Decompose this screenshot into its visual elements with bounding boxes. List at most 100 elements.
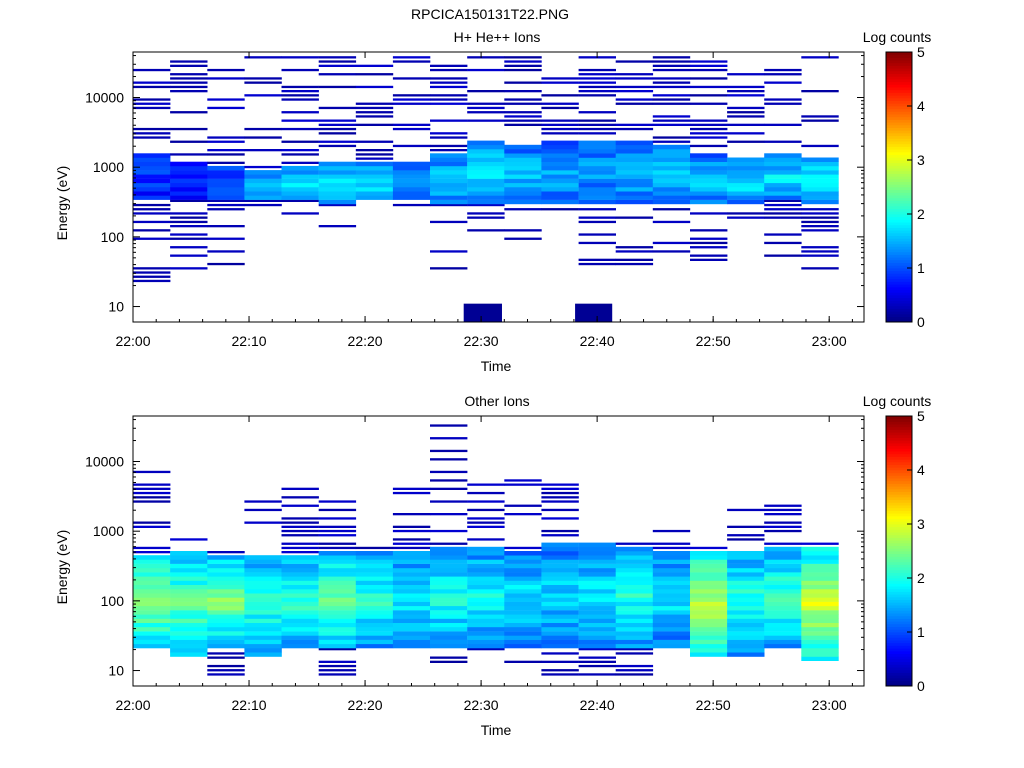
colorbar-segment <box>886 270 912 274</box>
heatmap-cell <box>318 195 357 200</box>
heatmap-cell <box>727 563 765 569</box>
heatmap-cell <box>467 517 505 520</box>
heatmap-cell <box>578 551 616 556</box>
colorbar-segment <box>886 214 912 218</box>
heatmap-cell <box>207 669 245 672</box>
colorbar-segment <box>886 184 912 188</box>
heatmap-cell <box>467 119 505 122</box>
heatmap-cell <box>392 491 431 495</box>
heatmap-cell <box>244 94 282 97</box>
heatmap-cell <box>355 546 394 550</box>
heatmap-cell <box>318 165 357 171</box>
heatmap-cell <box>133 610 171 615</box>
heatmap-cell <box>244 508 282 512</box>
heatmap-cell <box>244 521 282 524</box>
heatmap-cell <box>281 551 319 554</box>
heatmap-cell <box>318 610 357 615</box>
heatmap-cell <box>615 584 654 590</box>
colorbar-segment <box>886 443 912 447</box>
colorbar-segment <box>886 286 912 290</box>
x-tick-label: 23:00 <box>812 333 847 349</box>
heatmap-cell <box>615 669 654 672</box>
heatmap-cell <box>318 567 357 573</box>
heatmap-cell <box>467 483 505 486</box>
heatmap-cell <box>764 622 802 628</box>
heatmap-cell <box>430 191 468 196</box>
heatmap-cell <box>615 165 654 171</box>
heatmap-cell <box>652 559 691 564</box>
heatmap-cell <box>578 546 616 552</box>
heatmap-cell <box>207 140 245 143</box>
heatmap-cell <box>244 136 282 139</box>
plot-frame <box>132 415 865 687</box>
heatmap-cell <box>467 576 505 581</box>
heatmap-cell <box>652 144 691 150</box>
heatmap-cell <box>541 669 579 672</box>
heatmap-cell <box>467 102 505 105</box>
heatmap-cell <box>801 144 839 148</box>
heatmap-cell <box>170 140 208 143</box>
heatmap-cell <box>170 111 208 114</box>
heatmap-cell <box>504 483 542 486</box>
heatmap-cell <box>652 81 691 84</box>
heatmap-cell <box>690 551 728 556</box>
x-tick-label: 23:00 <box>812 697 847 713</box>
heatmap-cell <box>170 622 208 628</box>
heatmap-cell <box>281 555 319 560</box>
heatmap-cell <box>690 559 728 564</box>
heatmap-cell <box>467 144 505 150</box>
colorbar-segment <box>886 545 912 549</box>
heatmap-cell <box>355 191 394 196</box>
heatmap-cell <box>318 664 357 668</box>
heatmap-cell <box>727 94 765 97</box>
colorbar-segment <box>886 124 912 128</box>
heatmap-cell <box>801 639 839 645</box>
heatmap-cell <box>727 85 765 89</box>
heatmap-cell <box>541 165 579 171</box>
colorbar: 0 1 2 3 4 5 <box>885 44 925 330</box>
heatmap-cell <box>318 563 357 569</box>
heatmap-cell <box>541 81 579 84</box>
heatmap-cell <box>578 610 616 615</box>
heatmap-cell <box>392 580 431 585</box>
heatmap-cell <box>690 195 728 200</box>
heatmap-cell <box>244 648 282 653</box>
heatmap-cell <box>430 572 468 577</box>
colorbar-segment <box>886 205 912 209</box>
heatmap-cell <box>244 610 282 615</box>
heatmap-cell <box>578 643 616 649</box>
heatmap-cell <box>281 580 319 585</box>
heatmap-cell <box>764 618 802 623</box>
heatmap-cell <box>207 165 245 171</box>
y-axis-label: Energy (eV) <box>54 530 70 605</box>
colorbar-segment <box>886 176 912 180</box>
heatmap-cell <box>133 601 171 607</box>
heatmap-cell <box>281 546 319 550</box>
heatmap-cell <box>133 267 171 270</box>
x-tick-label: 22:20 <box>348 333 383 349</box>
heatmap-cell <box>170 559 208 564</box>
heatmap-cell <box>392 576 431 581</box>
heatmap-cell <box>578 132 616 135</box>
colorbar-tick-label: 0 <box>917 678 925 694</box>
heatmap-cell <box>578 161 616 167</box>
heatmap-cell <box>170 601 208 607</box>
heatmap-cell <box>133 153 171 158</box>
heatmap-cell <box>690 144 728 148</box>
colorbar-segment <box>886 677 912 681</box>
heatmap-cell <box>244 174 282 179</box>
heatmap-cell <box>430 660 468 663</box>
heatmap-cell <box>690 153 728 158</box>
heatmap-cell <box>133 195 171 200</box>
heatmap-cell <box>764 580 802 585</box>
heatmap-cell <box>133 170 171 175</box>
heatmap-cell <box>690 178 728 184</box>
heatmap-cell <box>615 127 654 131</box>
heatmap-cell <box>318 584 357 590</box>
heatmap-cell <box>504 182 542 188</box>
heatmap-cell <box>578 68 616 72</box>
heatmap-cell <box>541 491 579 495</box>
heatmap-cell <box>133 555 171 560</box>
heatmap-cell <box>244 191 282 196</box>
heatmap-cell <box>615 648 654 651</box>
